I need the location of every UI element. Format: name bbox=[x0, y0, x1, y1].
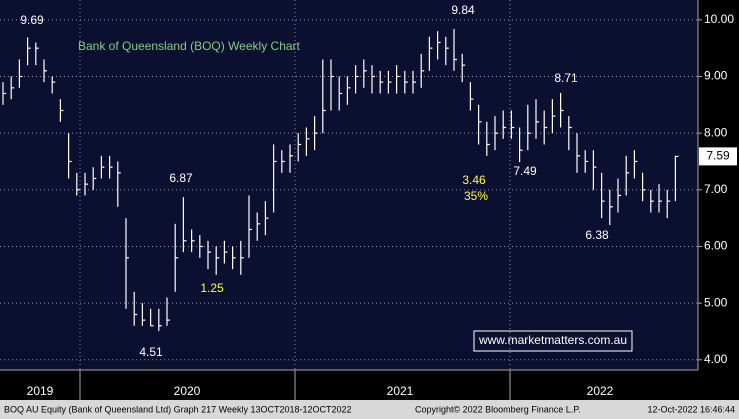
y-tick-label: 6.00 bbox=[704, 239, 728, 253]
y-tick-label: 5.00 bbox=[704, 295, 728, 309]
y-tick-label: 10.00 bbox=[704, 12, 734, 26]
annotation: 35% bbox=[464, 189, 488, 203]
y-tick-label: 4.00 bbox=[704, 352, 728, 366]
annotation: 9.84 bbox=[451, 3, 475, 17]
y-tick-label: 8.00 bbox=[704, 125, 728, 139]
footer-date: 12-Oct-2022 16:46:44 bbox=[647, 404, 735, 414]
watermark-box bbox=[473, 330, 633, 352]
annotation: 4.51 bbox=[139, 345, 163, 359]
plot-background bbox=[0, 0, 698, 370]
annotation: 1.25 bbox=[200, 281, 224, 295]
x-tick-label: 2020 bbox=[174, 384, 201, 398]
x-axis-background bbox=[0, 370, 739, 400]
x-tick-label: 2022 bbox=[587, 384, 614, 398]
footer-background bbox=[0, 400, 739, 419]
watermark: www.marketmatters.com.au bbox=[478, 333, 627, 347]
annotation: 3.46 bbox=[462, 173, 486, 187]
last-price-box bbox=[699, 147, 737, 166]
y-axis-background bbox=[698, 0, 739, 400]
annotation: 9.69 bbox=[20, 13, 44, 27]
annotation: 6.38 bbox=[585, 228, 609, 242]
chart-title: Bank of Queensland (BOQ) Weekly Chart bbox=[78, 39, 301, 53]
last-price-label: 7.59 bbox=[706, 149, 730, 163]
y-tick-label: 9.00 bbox=[704, 69, 728, 83]
annotation: 8.71 bbox=[554, 71, 578, 85]
annotation: 7.49 bbox=[513, 164, 537, 178]
x-tick-label: 2019 bbox=[27, 384, 54, 398]
footer-copyright: Copyright© 2022 Bloomberg Finance L.P. bbox=[415, 404, 581, 414]
annotation: 6.87 bbox=[169, 171, 193, 185]
footer-left: BOQ AU Equity (Bank of Queensland Ltd) G… bbox=[4, 404, 352, 414]
x-tick-label: 2021 bbox=[387, 384, 414, 398]
y-tick-label: 7.00 bbox=[704, 182, 728, 196]
